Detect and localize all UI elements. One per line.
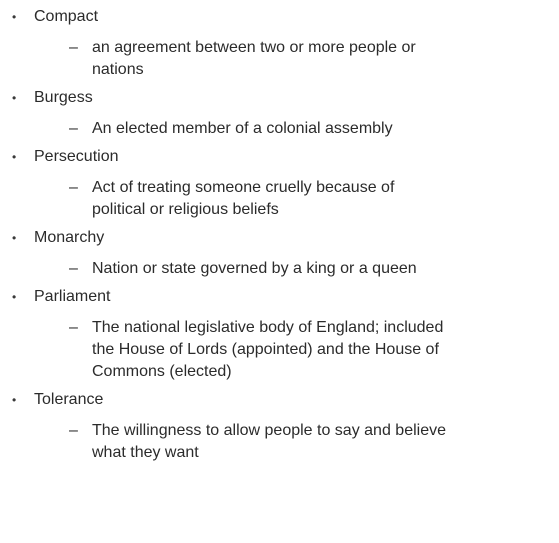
dash-icon: – [69,120,78,137]
definition-line: Commons (elected) [92,363,232,380]
term-heading: • Monarchy [12,227,559,249]
definition-line: nations [92,61,144,78]
dash-icon: – [69,422,78,439]
term-heading: • Parliament [12,286,559,308]
term-label: Burgess [34,89,93,106]
term-label: Parliament [34,288,111,305]
term-item: • Tolerance – The willingness to allow p… [0,389,559,464]
term-heading: • Compact [12,6,559,28]
definition-line: Act of treating someone cruelly because … [92,179,395,196]
definition-line: The national legislative body of England… [92,319,444,336]
definition: – The willingness to allow people to say… [69,420,559,464]
term-item: • Monarchy – Nation or state governed by… [0,227,559,280]
term-item: • Compact – an agreement between two or … [0,6,559,81]
bullet-icon: • [12,231,17,245]
definition: – an agreement between two or more peopl… [69,37,559,81]
term-label: Persecution [34,148,119,165]
term-label: Monarchy [34,229,105,246]
definition-line: An elected member of a colonial assembly [92,120,393,137]
term-heading: • Burgess [12,87,559,109]
bullet-icon: • [12,91,17,105]
bullet-icon: • [12,393,17,407]
dash-icon: – [69,260,78,277]
term-heading: • Tolerance [12,389,559,411]
definition: – The national legislative body of Engla… [69,317,559,383]
definition-line: political or religious beliefs [92,201,279,218]
term-item: • Persecution – Act of treating someone … [0,146,559,221]
dash-icon: – [69,39,78,56]
dash-icon: – [69,319,78,336]
definition-line: The willingness to allow people to say a… [92,422,446,439]
bullet-icon: • [12,150,17,164]
definition: – Nation or state governed by a king or … [69,258,559,280]
definition-line: an agreement between two or more people … [92,39,416,56]
term-label: Compact [34,8,99,25]
dash-icon: – [69,179,78,196]
definition-line: Nation or state governed by a king or a … [92,260,417,277]
term-item: • Parliament – The national legislative … [0,286,559,383]
definition-line: the House of Lords (appointed) and the H… [92,341,439,358]
bullet-icon: • [12,10,17,24]
term-list: • Compact – an agreement between two or … [0,6,559,461]
definition: – An elected member of a colonial assemb… [69,118,559,140]
bullet-icon: • [12,290,17,304]
term-item: • Burgess – An elected member of a colon… [0,87,559,140]
term-label: Tolerance [34,391,104,408]
term-heading: • Persecution [12,146,559,168]
definition-line: what they want [92,444,199,461]
definition: – Act of treating someone cruelly becaus… [69,177,559,221]
